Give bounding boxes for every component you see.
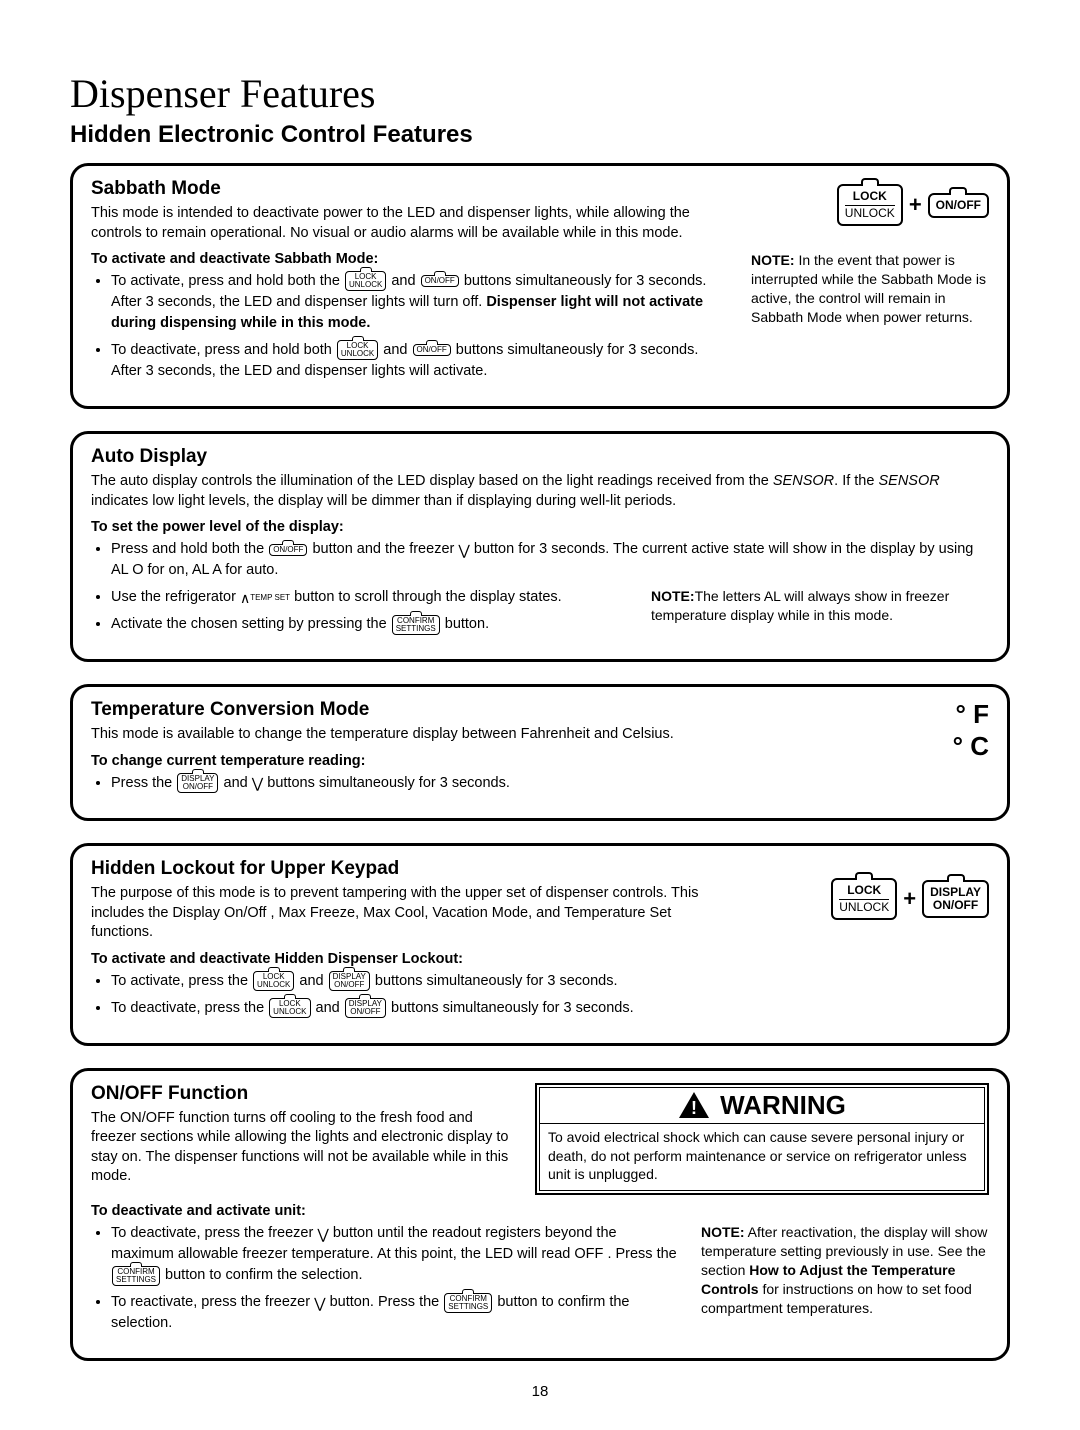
freezer-down-icon: ⋁ — [458, 543, 469, 557]
lockout-panel: LOCK UNLOCK + DISPLAY ON/OFF Hidden Lock… — [70, 843, 1010, 1046]
display-onoff-inline-icon: DISPLAYON/OFF — [329, 971, 370, 991]
plus-icon: + — [909, 192, 922, 218]
unlock-label: UNLOCK — [845, 205, 895, 220]
auto-display-heading: Auto Display — [91, 446, 989, 468]
lock-unlock-inline-icon: LOCKUNLOCK — [345, 271, 386, 291]
display-onoff-inline-icon: DISPLAYON/OFF — [177, 773, 218, 793]
onoff-inline-icon: ON/OFF — [269, 544, 307, 556]
warning-body: To avoid electrical shock which can caus… — [540, 1124, 984, 1191]
temp-conv-bullets: Press the DISPLAYON/OFF and ⋁ buttons si… — [91, 773, 899, 794]
warning-triangle-icon: ! — [678, 1091, 710, 1119]
lockout-bullets: To activate, press the LOCKUNLOCK and DI… — [91, 971, 989, 1019]
sabbath-button-pair: LOCK UNLOCK + ON/OFF — [837, 184, 989, 226]
lock-label: LOCK — [853, 189, 887, 203]
auto-display-bullet-1: Press and hold both the ON/OFF button an… — [111, 539, 989, 581]
onoff-bullet-2: To reactivate, press the freezer ⋁ butto… — [111, 1292, 681, 1334]
lock-unlock-button-icon: LOCK UNLOCK — [831, 878, 897, 920]
lock-unlock-inline-icon: LOCKUNLOCK — [253, 971, 294, 991]
onoff-button-icon: ON/OFF — [928, 193, 989, 218]
page-subtitle: Hidden Electronic Control Features — [70, 121, 1010, 149]
onoff-intro: The ON/OFF function turns off cooling to… — [91, 1109, 521, 1187]
sabbath-subheading: To activate and deactivate Sabbath Mode: — [91, 251, 731, 267]
auto-display-panel: Auto Display The auto display controls t… — [70, 431, 1010, 662]
tempset-inline-icon: TEMP SET — [250, 594, 290, 602]
refrigerator-up-icon: ∧ — [240, 591, 250, 605]
lockout-intro: The purpose of this mode is to prevent t… — [91, 884, 731, 943]
temp-conv-heading: Temperature Conversion Mode — [91, 699, 899, 721]
sabbath-note: NOTE: In the event that power is interru… — [751, 251, 989, 327]
temp-conv-panel: Temperature Conversion Mode This mode is… — [70, 684, 1010, 821]
sabbath-bullet-1: To activate, press and hold both the LOC… — [111, 271, 731, 334]
lockout-bullet-2: To deactivate, press the LOCKUNLOCK and … — [111, 998, 989, 1019]
warning-title: WARNING — [720, 1090, 846, 1121]
sabbath-bullets: To activate, press and hold both the LOC… — [91, 271, 731, 382]
confirm-settings-inline-icon: CONFIRMSETTINGS — [444, 1293, 492, 1313]
onoff-note: NOTE: After reactivation, the display wi… — [701, 1223, 989, 1317]
sabbath-bullet-2: To deactivate, press and hold both LOCKU… — [111, 340, 731, 382]
lock-unlock-inline-icon: LOCKUNLOCK — [269, 998, 310, 1018]
auto-display-note: NOTE:The letters AL will always show in … — [651, 587, 989, 625]
celsius-label: ° C — [919, 731, 989, 762]
lockout-button-pair: LOCK UNLOCK + DISPLAY ON/OFF — [831, 878, 989, 920]
onoff-heading: ON/OFF Function — [91, 1083, 521, 1105]
onoff-bullet-1: To deactivate, press the freezer ⋁ butto… — [111, 1223, 681, 1286]
auto-display-sub: To set the power level of the display: — [91, 519, 989, 535]
onoff-sub: To deactivate and activate unit: — [91, 1203, 989, 1219]
auto-display-bullet-2: Use the refrigerator ∧TEMP SET button to… — [111, 587, 631, 608]
auto-display-bullet-3: Activate the chosen setting by pressing … — [111, 614, 631, 635]
lockout-sub: To activate and deactivate Hidden Dispen… — [91, 951, 989, 967]
page-number: 18 — [70, 1383, 1010, 1400]
onoff-label: ON/OFF — [936, 198, 981, 212]
svg-text:!: ! — [691, 1098, 697, 1118]
onoff-bullets: To deactivate, press the freezer ⋁ butto… — [91, 1223, 681, 1334]
fahrenheit-label: ° F — [919, 699, 989, 730]
confirm-settings-inline-icon: CONFIRMSETTINGS — [112, 1266, 160, 1286]
freezer-down-icon: ⋁ — [317, 1227, 328, 1241]
temp-conv-sub: To change current temperature reading: — [91, 753, 899, 769]
lock-unlock-inline-icon: LOCKUNLOCK — [337, 340, 378, 360]
auto-display-bullets-2: Use the refrigerator ∧TEMP SET button to… — [91, 587, 631, 635]
onoff-inline-icon: ON/OFF — [413, 344, 451, 356]
onoff-inline-icon: ON/OFF — [421, 275, 459, 287]
warning-header: ! WARNING — [540, 1088, 984, 1124]
warning-box: ! WARNING To avoid electrical shock whic… — [535, 1083, 989, 1196]
temp-conv-bullet-1: Press the DISPLAYON/OFF and ⋁ buttons si… — [111, 773, 899, 794]
down-arrow-icon: ⋁ — [252, 776, 263, 790]
display-onoff-inline-icon: DISPLAYON/OFF — [345, 998, 386, 1018]
freezer-down-icon: ⋁ — [314, 1296, 325, 1310]
temp-conv-intro: This mode is available to change the tem… — [91, 725, 899, 745]
confirm-settings-inline-icon: CONFIRMSETTINGS — [392, 615, 440, 635]
lock-unlock-button-icon: LOCK UNLOCK — [837, 184, 903, 226]
auto-display-intro: The auto display controls the illuminati… — [91, 472, 989, 511]
auto-display-bullets: Press and hold both the ON/OFF button an… — [91, 539, 989, 581]
sabbath-panel: LOCK UNLOCK + ON/OFF Sabbath Mode This m… — [70, 163, 1010, 409]
page-title: Dispenser Features — [70, 70, 1010, 117]
plus-icon: + — [903, 886, 916, 912]
sabbath-intro: This mode is intended to deactivate powe… — [91, 204, 731, 243]
lockout-bullet-1: To activate, press the LOCKUNLOCK and DI… — [111, 971, 989, 992]
display-onoff-button-icon: DISPLAY ON/OFF — [922, 880, 989, 918]
onoff-panel: ON/OFF Function The ON/OFF function turn… — [70, 1068, 1010, 1362]
